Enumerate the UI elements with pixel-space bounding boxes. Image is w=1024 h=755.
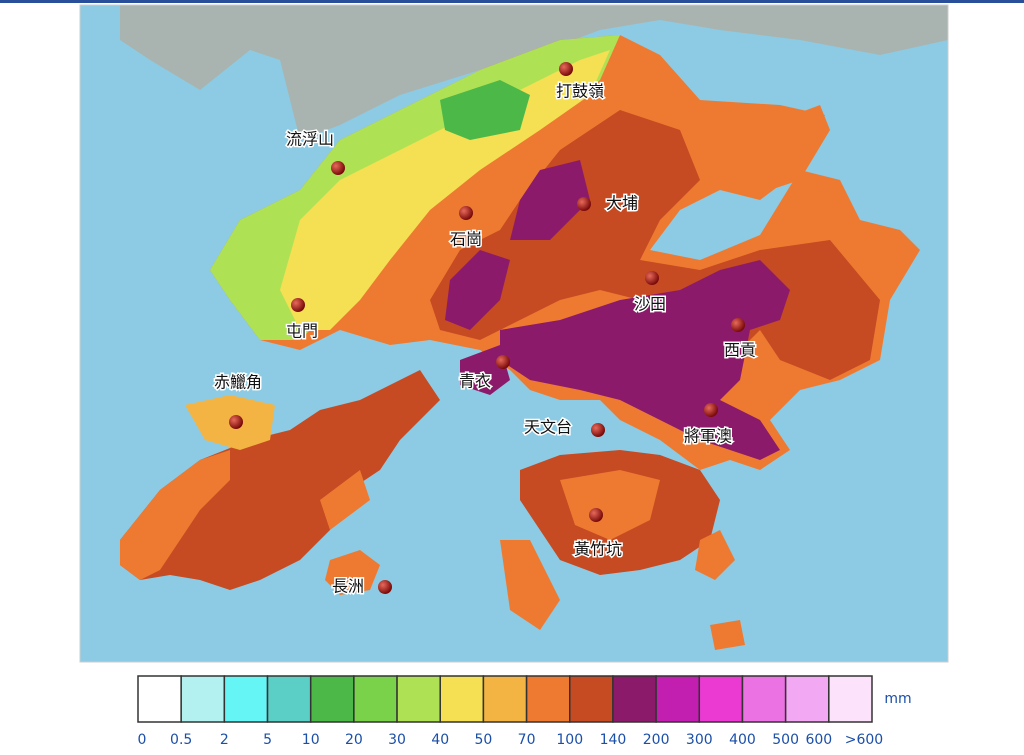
legend-swatch xyxy=(180,675,226,723)
station-dot xyxy=(229,415,243,429)
station-dot xyxy=(378,580,392,594)
station-dot xyxy=(496,355,510,369)
station-dot xyxy=(731,318,745,332)
station-label: 流浮山 xyxy=(286,130,334,149)
station-label: 將軍澳 xyxy=(684,427,732,446)
legend-label: 100 xyxy=(556,732,583,748)
legend-label: 20 xyxy=(345,732,363,748)
legend-swatch xyxy=(223,675,269,723)
station-label: 大埔 xyxy=(606,194,638,213)
legend-label: 5 xyxy=(263,732,272,748)
legend-label: 400 xyxy=(729,732,756,748)
legend-label: 30 xyxy=(388,732,406,748)
legend-swatch xyxy=(525,675,571,723)
legend-swatch xyxy=(266,675,312,723)
legend-swatch xyxy=(137,675,182,723)
legend-swatch xyxy=(396,675,441,723)
station-label: 石崗 xyxy=(450,230,482,249)
legend-label: 500 xyxy=(772,732,799,748)
legend-label: 0 xyxy=(138,732,147,748)
station-label: 黃竹坑 xyxy=(574,540,622,559)
legend-label: 50 xyxy=(474,732,492,748)
station-dot xyxy=(645,271,659,285)
legend-unit: mm xyxy=(884,691,911,707)
legend-swatch xyxy=(439,675,485,723)
legend-swatch xyxy=(353,675,398,723)
land xyxy=(120,5,948,650)
legend-swatch xyxy=(698,675,744,723)
station-dot xyxy=(589,508,603,522)
legend-label: 140 xyxy=(600,732,627,748)
station-label: 赤鱲角 xyxy=(214,373,262,392)
legend-label: 600 xyxy=(805,732,832,748)
legend-label: 2 xyxy=(220,732,229,748)
legend-swatch xyxy=(828,675,873,723)
legend-label: 300 xyxy=(686,732,713,748)
legend-swatch xyxy=(309,675,355,723)
station-label: 西貢 xyxy=(724,341,756,360)
station-label: 長洲 xyxy=(332,577,364,596)
legend-swatch xyxy=(741,675,787,723)
station-label: 沙田 xyxy=(634,295,666,314)
station-dot xyxy=(559,62,573,76)
map-frame xyxy=(79,4,949,663)
legend-swatch xyxy=(784,675,830,723)
station-label: 青衣 xyxy=(459,372,491,391)
station-label: 天文台 xyxy=(524,418,572,437)
legend-swatch xyxy=(482,675,528,723)
station-label: 打鼓嶺 xyxy=(556,82,604,101)
legend-label: 40 xyxy=(431,732,449,748)
station-dot xyxy=(591,423,605,437)
legend-label: 200 xyxy=(643,732,670,748)
station-dot xyxy=(331,161,345,175)
station-dot xyxy=(704,403,718,417)
station-dot xyxy=(577,197,591,211)
legend-label: 0.5 xyxy=(170,732,192,748)
station-dot xyxy=(459,206,473,220)
legend-label: >600 xyxy=(845,732,883,748)
legend-swatch xyxy=(655,675,701,723)
legend-label: 10 xyxy=(302,732,320,748)
station-label: 屯門 xyxy=(286,322,318,341)
legend-swatch xyxy=(612,675,657,723)
legend-label: 70 xyxy=(518,732,536,748)
station-dot xyxy=(291,298,305,312)
legend-swatch xyxy=(569,675,614,723)
